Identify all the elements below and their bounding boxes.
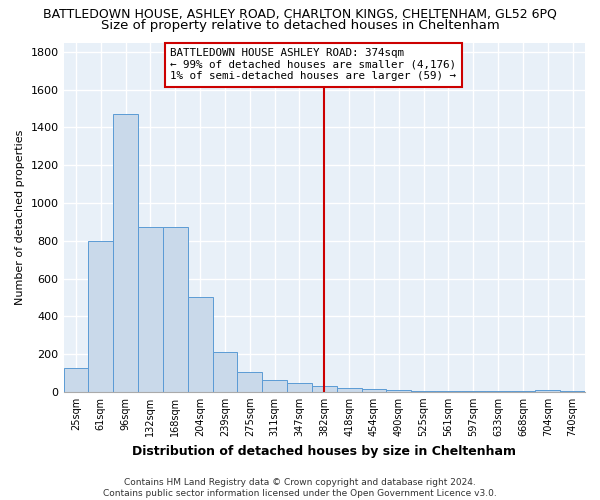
- Bar: [64, 368, 88, 392]
- Text: BATTLEDOWN HOUSE, ASHLEY ROAD, CHARLTON KINGS, CHELTENHAM, GL52 6PQ: BATTLEDOWN HOUSE, ASHLEY ROAD, CHARLTON …: [43, 8, 557, 20]
- Bar: [485, 391, 511, 392]
- Bar: [188, 298, 212, 392]
- Bar: [362, 389, 386, 392]
- Text: Size of property relative to detached houses in Cheltenham: Size of property relative to detached ho…: [101, 19, 499, 32]
- Bar: [560, 391, 585, 392]
- Bar: [212, 352, 238, 392]
- X-axis label: Distribution of detached houses by size in Cheltenham: Distribution of detached houses by size …: [132, 444, 516, 458]
- Bar: [238, 372, 262, 392]
- Bar: [163, 226, 188, 392]
- Bar: [511, 391, 535, 392]
- Bar: [337, 388, 362, 392]
- Bar: [436, 391, 461, 392]
- Y-axis label: Number of detached properties: Number of detached properties: [15, 130, 25, 305]
- Text: Contains HM Land Registry data © Crown copyright and database right 2024.
Contai: Contains HM Land Registry data © Crown c…: [103, 478, 497, 498]
- Bar: [535, 390, 560, 392]
- Bar: [411, 391, 436, 392]
- Bar: [113, 114, 138, 392]
- Bar: [312, 386, 337, 392]
- Bar: [287, 384, 312, 392]
- Bar: [138, 226, 163, 392]
- Bar: [262, 380, 287, 392]
- Bar: [461, 391, 485, 392]
- Text: BATTLEDOWN HOUSE ASHLEY ROAD: 374sqm
← 99% of detached houses are smaller (4,176: BATTLEDOWN HOUSE ASHLEY ROAD: 374sqm ← 9…: [170, 48, 457, 82]
- Bar: [386, 390, 411, 392]
- Bar: [88, 241, 113, 392]
